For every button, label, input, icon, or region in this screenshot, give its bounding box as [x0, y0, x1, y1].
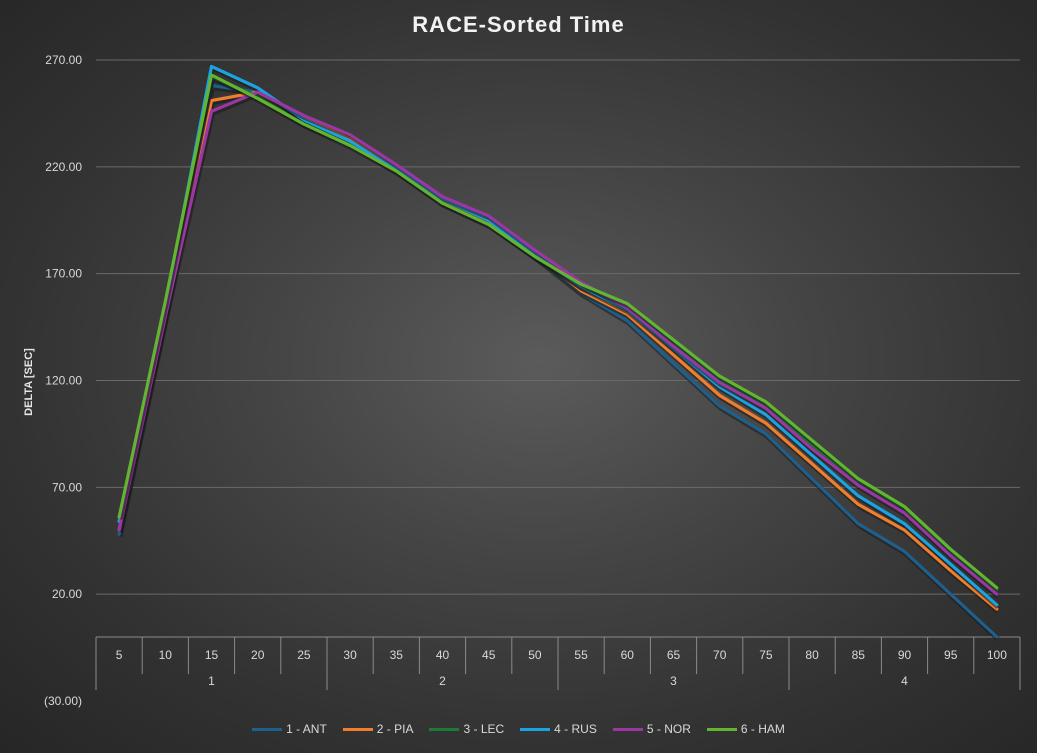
x-tick-label: 65 [667, 648, 681, 662]
legend-item: 5 - NOR [612, 722, 691, 736]
legend-item: 3 - LEC [429, 722, 504, 736]
x-tick-label: 85 [852, 648, 866, 662]
series-line [117, 64, 999, 607]
x-tick-label: 100 [987, 648, 1007, 662]
x-group-label: 2 [439, 674, 446, 688]
legend-label: 2 - PIA [376, 722, 414, 736]
legend-swatch [706, 727, 737, 731]
x-tick-label: 70 [713, 648, 727, 662]
x-tick-label: 25 [297, 648, 311, 662]
legend-swatch [252, 727, 283, 731]
series-shadow [117, 91, 1000, 599]
series-shadow [117, 65, 1000, 609]
y-tick-label: 220.00 [45, 160, 82, 174]
legend-item: 2 - PIA [342, 722, 414, 736]
x-tick-label: 15 [205, 648, 219, 662]
x-group-label: 4 [901, 674, 908, 688]
legend-item: 6 - HAM [706, 722, 785, 736]
x-group-label: 3 [670, 674, 677, 688]
chart-title: RACE-Sorted Time [412, 12, 625, 37]
series-line [117, 90, 999, 596]
legend-label: 4 - RUS [554, 722, 597, 736]
x-tick-label: 60 [621, 648, 635, 662]
x-tick-label: 30 [343, 648, 357, 662]
x-tick-label: 40 [436, 648, 450, 662]
series-shadow [117, 91, 1000, 614]
legend-label: 5 - NOR [646, 722, 691, 736]
x-tick-label: 10 [159, 648, 173, 662]
series-shadow [117, 76, 1000, 594]
legend-label: 1 - ANT [286, 722, 327, 736]
series-line [117, 75, 999, 592]
series-line [117, 83, 999, 639]
legend-item: 4 - RUS [520, 722, 597, 736]
legend: 1 - ANT 2 - PIA 3 - LEC 4 - RUS 5 - NOR 6 - H… [0, 722, 1037, 736]
legend-swatch [520, 727, 551, 731]
x-tick-label: 45 [482, 648, 496, 662]
x-tick-label: 20 [251, 648, 265, 662]
x-tick-label: 80 [805, 648, 819, 662]
series-shadow [117, 85, 1000, 641]
y-tick-label: 170.00 [45, 267, 82, 281]
x-tick-label: 35 [390, 648, 404, 662]
legend-item: 1 - ANT [252, 722, 327, 736]
y-tick-label: 20.00 [52, 587, 82, 601]
x-tick-label: 95 [944, 648, 958, 662]
y-tick-label: (30.00) [44, 694, 82, 708]
y-tick-label: 270.00 [45, 53, 82, 67]
x-tick-label: 50 [528, 648, 542, 662]
legend-swatch [342, 727, 373, 731]
y-axis-label: DELTA [SEC] [23, 348, 35, 416]
x-tick-label: 90 [898, 648, 912, 662]
y-tick-label: 70.00 [52, 480, 82, 494]
x-tick-label: 55 [574, 648, 588, 662]
x-tick-label: 5 [116, 648, 123, 662]
series-line [117, 73, 999, 590]
y-tick-label: 120.00 [45, 374, 82, 388]
legend-label: 3 - LEC [463, 722, 505, 736]
x-tick-label: 75 [759, 648, 773, 662]
legend-swatch [612, 727, 643, 731]
legend-label: 6 - HAM [740, 722, 785, 736]
x-group-label: 1 [208, 674, 215, 688]
legend-swatch [429, 727, 460, 731]
